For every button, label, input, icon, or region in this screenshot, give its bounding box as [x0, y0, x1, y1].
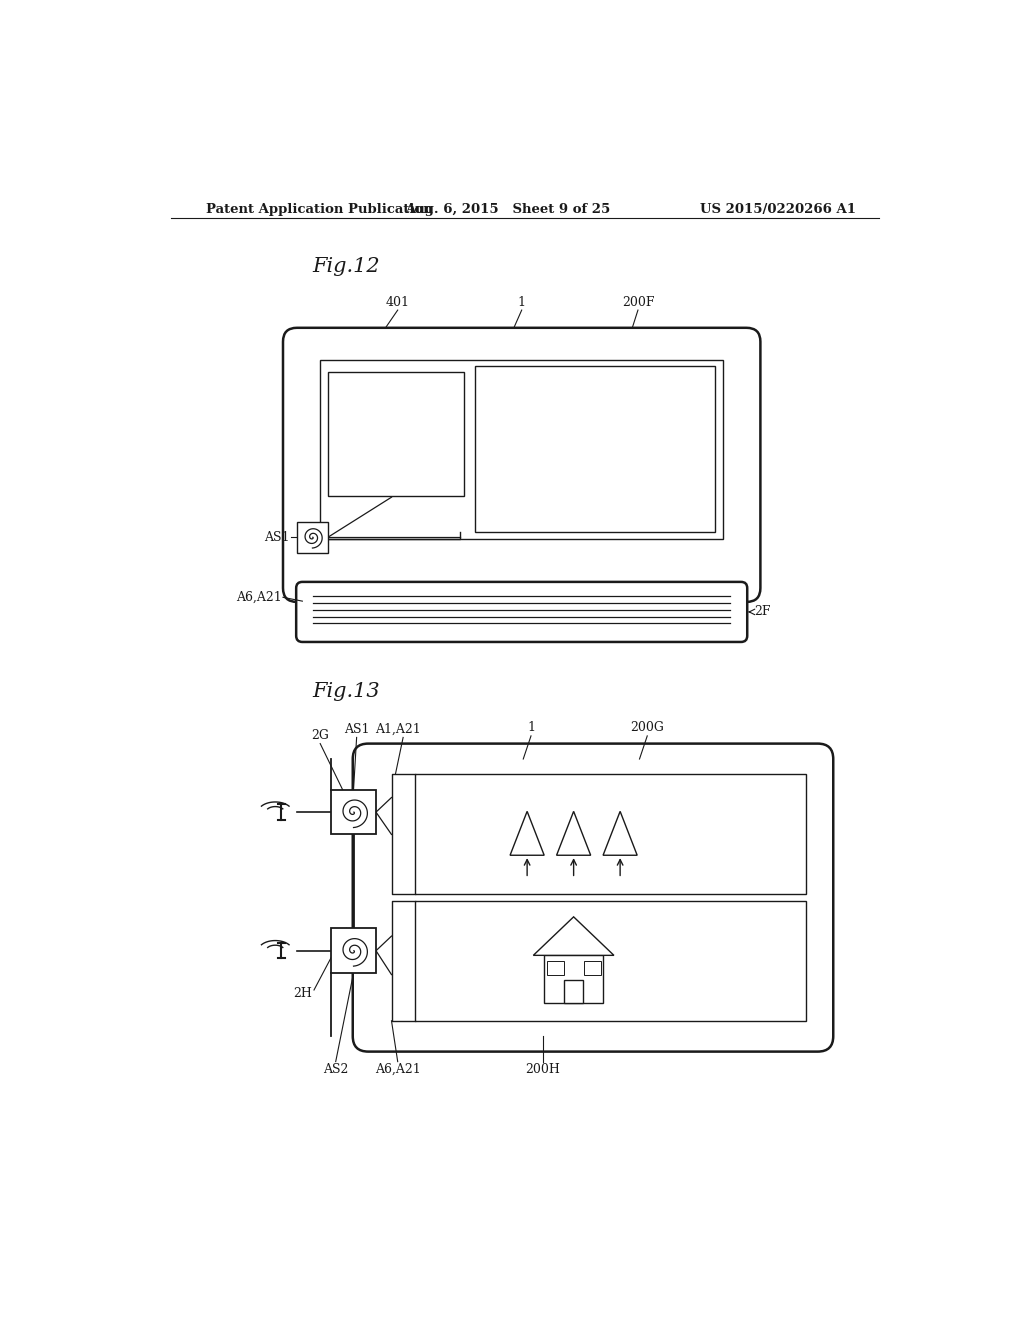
FancyBboxPatch shape [283, 327, 761, 602]
Text: 2H: 2H [294, 987, 312, 1001]
FancyBboxPatch shape [296, 582, 748, 642]
Text: A1,A21: A1,A21 [375, 723, 421, 737]
Text: Patent Application Publication: Patent Application Publication [206, 203, 432, 216]
Text: A6,A21: A6,A21 [236, 591, 282, 603]
FancyBboxPatch shape [352, 743, 834, 1052]
Bar [331, 928, 376, 973]
Text: apple  orange: apple orange [547, 442, 644, 457]
Text: AS1: AS1 [264, 531, 289, 544]
Polygon shape [557, 812, 591, 855]
Text: 200G: 200G [631, 721, 665, 734]
Bar [297, 521, 328, 553]
Text: 200F: 200F [622, 296, 654, 309]
Bar [547, 961, 563, 974]
Text: AS2: AS2 [323, 1063, 348, 1076]
Polygon shape [510, 812, 544, 855]
Text: US 2015/0220266 A1: US 2015/0220266 A1 [700, 203, 856, 216]
Bar [331, 789, 376, 834]
Text: A6,A21: A6,A21 [375, 1063, 421, 1076]
Text: grape: grape [340, 387, 377, 400]
Text: 2F: 2F [755, 605, 771, 618]
Text: 2G: 2G [311, 729, 329, 742]
Bar [564, 979, 583, 1003]
Bar [415, 902, 806, 1020]
Bar [415, 775, 806, 894]
Text: Aug. 6, 2015   Sheet 9 of 25: Aug. 6, 2015 Sheet 9 of 25 [406, 203, 610, 216]
Bar [475, 367, 716, 532]
Bar [321, 360, 723, 539]
Text: 1: 1 [527, 721, 535, 734]
Polygon shape [603, 812, 637, 855]
Text: Fig.13: Fig.13 [312, 682, 380, 701]
Text: 1: 1 [518, 296, 525, 309]
Text: 401: 401 [386, 296, 410, 309]
Text: Fig.12: Fig.12 [312, 257, 380, 276]
Text: AS1: AS1 [344, 723, 370, 737]
Bar [584, 961, 601, 974]
Text: 200H: 200H [525, 1063, 560, 1076]
Bar [544, 956, 603, 1003]
Bar [328, 372, 464, 496]
Polygon shape [534, 917, 614, 956]
